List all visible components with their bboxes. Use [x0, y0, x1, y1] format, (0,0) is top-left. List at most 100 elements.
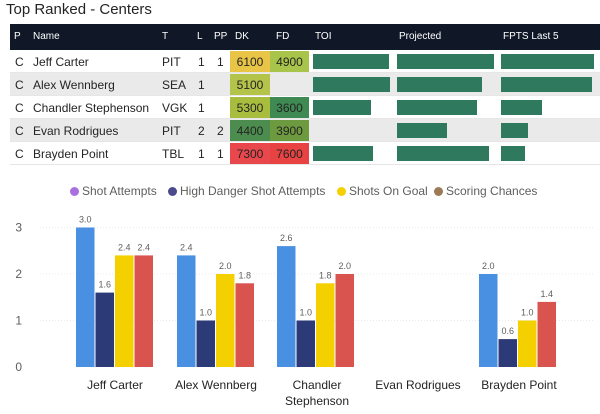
y-tick-label: 0 — [15, 360, 22, 374]
header-team[interactable]: T — [162, 31, 169, 42]
fpts-bar — [501, 100, 543, 115]
page-title: Top Ranked - Centers — [6, 1, 152, 18]
cell-name: Brayden Point — [33, 147, 109, 161]
header-fpts[interactable]: FPTS Last 5 — [503, 31, 559, 42]
cell-fd: 4900 — [270, 51, 309, 72]
category-label: Stephenson — [284, 394, 350, 408]
cell-position: C — [15, 147, 24, 161]
legend-dot — [70, 187, 79, 196]
bar-shot-attempts — [76, 227, 95, 367]
bar-high-danger-shot-attempts — [196, 320, 215, 367]
cell-name: Evan Rodrigues — [33, 124, 119, 138]
cell-team: VGK — [162, 101, 188, 115]
legend-dot — [337, 187, 346, 196]
y-tick-label: 3 — [15, 221, 22, 235]
legend-item-scoring-chances[interactable]: Scoring Chances — [434, 184, 537, 198]
cell-position: C — [15, 124, 24, 138]
header-dk[interactable]: DK — [235, 31, 249, 42]
table-row[interactable]: C Jeff Carter PIT 1 1 6100 4900 — [10, 50, 600, 73]
cell-name: Alex Wennberg — [33, 78, 115, 92]
cell-dk: 6100 — [230, 51, 270, 72]
data-label: 1.0 — [199, 308, 212, 318]
data-label: 2.6 — [280, 233, 293, 243]
legend-dot — [168, 187, 177, 196]
table-header: P Name T L PP DK FD TOI Projected FPTS L… — [10, 24, 600, 50]
legend-item-shot-attempts[interactable]: Shot Attempts — [70, 184, 157, 198]
data-label: 2.0 — [338, 261, 351, 271]
legend-label: Shots On Goal — [349, 184, 428, 198]
cell-line: 1 — [198, 101, 205, 115]
table-row[interactable]: C Brayden Point TBL 1 1 7300 7600 — [10, 142, 600, 165]
data-label: 3.0 — [79, 215, 92, 225]
table-row[interactable]: C Chandler Stephenson VGK 1 5300 3600 — [10, 96, 600, 119]
cell-fd — [270, 74, 309, 95]
data-label: 2.4 — [180, 242, 193, 252]
cell-dk: 4400 — [230, 120, 270, 141]
projected-bar — [397, 123, 447, 138]
bar-scoring-chances — [134, 255, 153, 367]
fpts-bar — [501, 77, 593, 92]
data-label: 2.0 — [219, 261, 232, 271]
projected-bar — [397, 146, 489, 161]
cell-position: C — [15, 55, 24, 69]
cell-team: PIT — [162, 55, 181, 69]
header-projected[interactable]: Projected — [399, 31, 442, 42]
header-p[interactable]: P — [14, 31, 21, 42]
cell-position: C — [15, 101, 24, 115]
bar-shots-on-goal — [115, 255, 134, 367]
fpts-bar — [501, 123, 528, 138]
projected-bar — [397, 77, 482, 92]
legend-item-shots-on-goal[interactable]: Shots On Goal — [337, 184, 428, 198]
data-label: 2.0 — [482, 261, 495, 271]
players-table: P Name T L PP DK FD TOI Projected FPTS L… — [10, 24, 600, 165]
bar-shot-attempts — [277, 246, 296, 367]
bar-shots-on-goal — [316, 283, 335, 367]
cell-name: Jeff Carter — [33, 55, 89, 69]
cell-dk: 5300 — [230, 97, 270, 118]
cell-team: PIT — [162, 124, 181, 138]
bar-shots-on-goal — [518, 320, 537, 367]
cell-name: Chandler Stephenson — [33, 101, 150, 115]
cell-line: 1 — [198, 147, 205, 161]
cell-pp: 2 — [217, 124, 224, 138]
cell-line: 1 — [198, 55, 205, 69]
cell-line: 2 — [198, 124, 205, 138]
shots-bar-chart: 0 1 2 3 3.0 2.4 2.6 2.0 1.6 1.0 1.0 0.6 2.4 2.0 1.8 1.0… — [15, 215, 595, 374]
legend-item-high-danger[interactable]: High Danger Shot Attempts — [168, 184, 325, 198]
data-label: 1.0 — [521, 308, 534, 318]
bar-shots-on-goal — [216, 274, 235, 367]
table-row[interactable]: C Alex Wennberg SEA 1 5100 — [10, 73, 600, 96]
toi-bar — [313, 146, 373, 161]
data-label: 1.0 — [299, 308, 312, 318]
header-toi[interactable]: TOI — [315, 31, 332, 42]
y-tick-label: 2 — [15, 267, 22, 281]
category-label: Evan Rodrigues — [375, 378, 461, 392]
legend-label: High Danger Shot Attempts — [180, 184, 326, 198]
data-label: 1.6 — [98, 280, 111, 290]
bar-shot-attempts — [479, 274, 498, 367]
bar-high-danger-shot-attempts — [296, 320, 315, 367]
bar-shot-attempts — [177, 255, 196, 367]
category-label: Chandler — [292, 378, 342, 392]
header-fd[interactable]: FD — [276, 31, 290, 42]
cell-position: C — [15, 78, 24, 92]
cell-pp: 1 — [217, 147, 224, 161]
data-label: 2.4 — [118, 242, 131, 252]
header-name[interactable]: Name — [33, 31, 60, 42]
legend-dot — [434, 187, 443, 196]
header-pp[interactable]: PP — [214, 31, 228, 42]
table-row[interactable]: C Evan Rodrigues PIT 2 2 4400 3900 — [10, 119, 600, 142]
toi-bar — [313, 54, 389, 69]
category-label: Jeff Carter — [87, 378, 143, 392]
toi-bar — [313, 77, 390, 92]
cell-line: 1 — [198, 78, 205, 92]
data-label: 0.6 — [501, 326, 514, 336]
category-label: Alex Wennberg — [175, 378, 257, 392]
cell-fd: 3900 — [270, 120, 309, 141]
chart-legend: Shot Attempts High Danger Shot Attempts … — [0, 182, 600, 200]
legend-label: Scoring Chances — [446, 184, 538, 198]
bar-scoring-chances — [537, 301, 556, 367]
bar-scoring-chances — [235, 283, 254, 367]
data-label: 1.8 — [238, 270, 251, 280]
header-line[interactable]: L — [197, 31, 203, 42]
